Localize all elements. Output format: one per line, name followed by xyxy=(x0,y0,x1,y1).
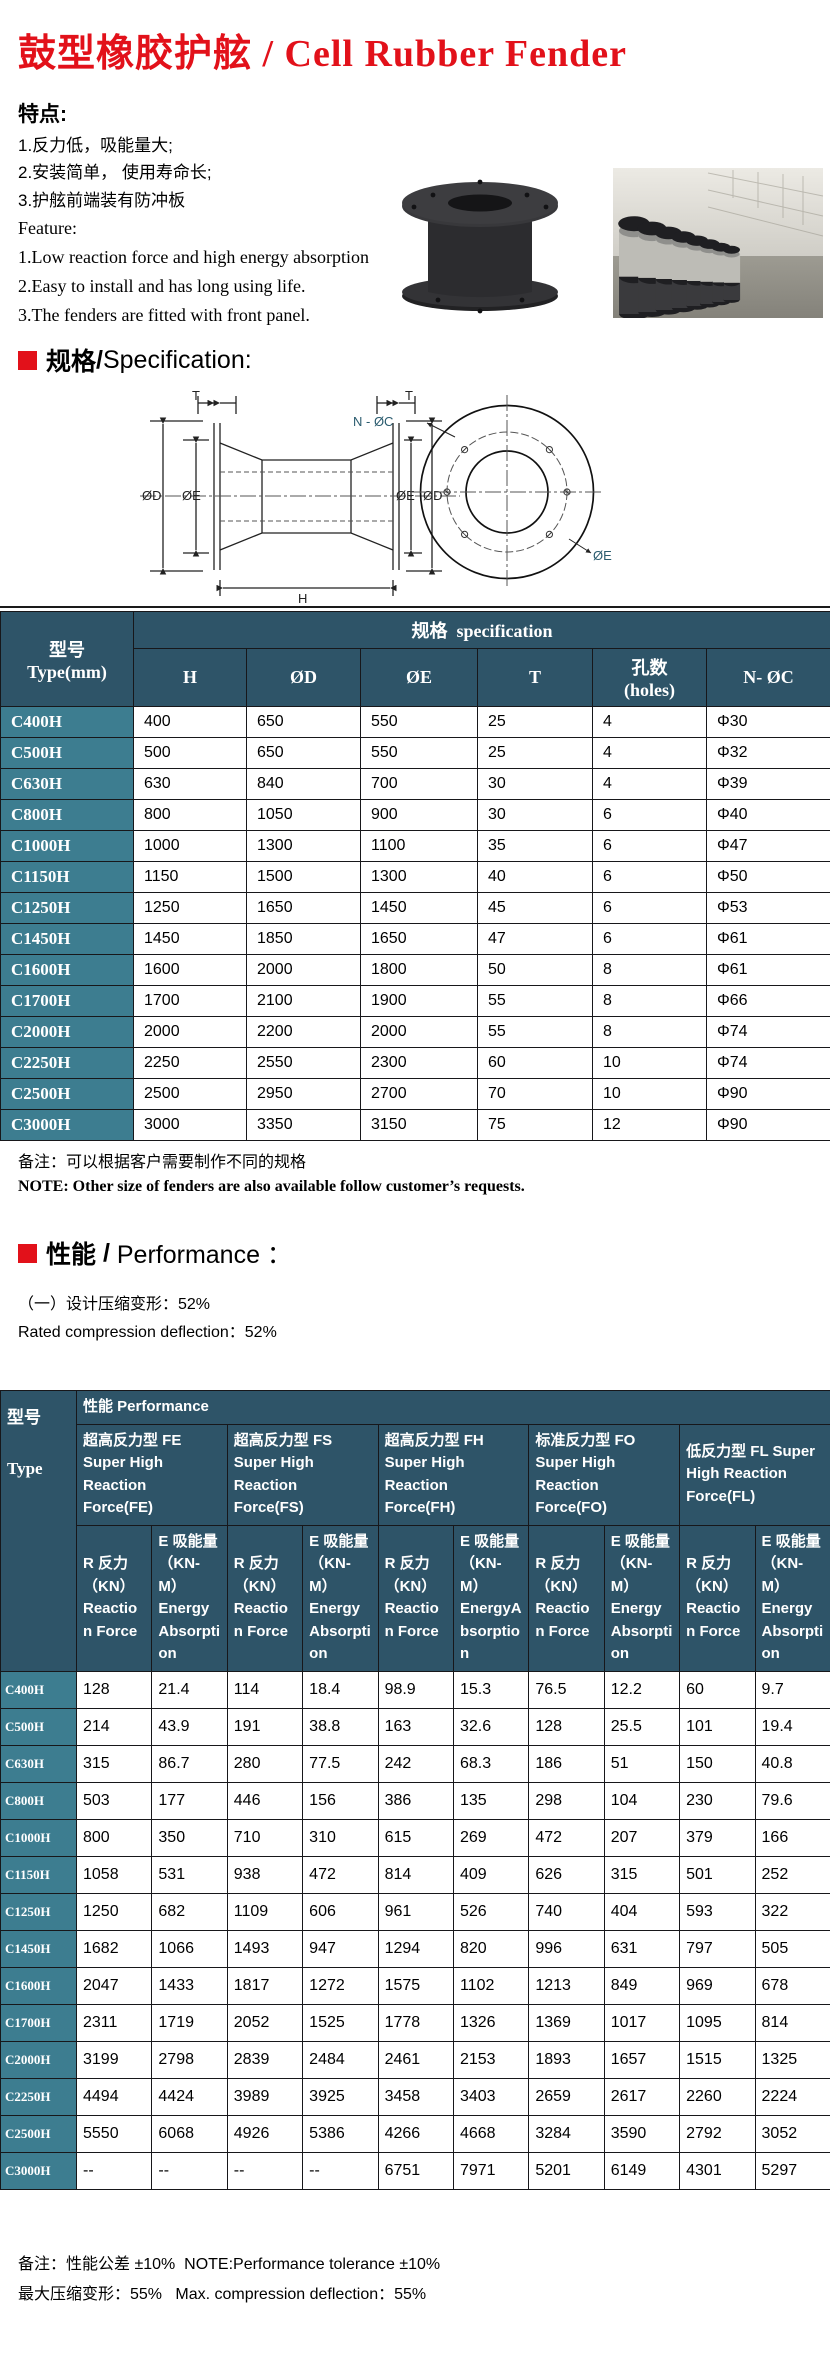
svg-text:ØD: ØD xyxy=(423,488,443,503)
svg-text:N - ØC: N - ØC xyxy=(353,414,393,429)
svg-text:ØE: ØE xyxy=(396,488,415,503)
svg-text:ØE: ØE xyxy=(593,548,612,563)
svg-text:ØD: ØD xyxy=(142,488,162,503)
svg-text:T: T xyxy=(192,388,200,403)
svg-text:H: H xyxy=(298,591,307,606)
svg-text:ØE: ØE xyxy=(182,488,201,503)
svg-text:T: T xyxy=(405,388,413,403)
